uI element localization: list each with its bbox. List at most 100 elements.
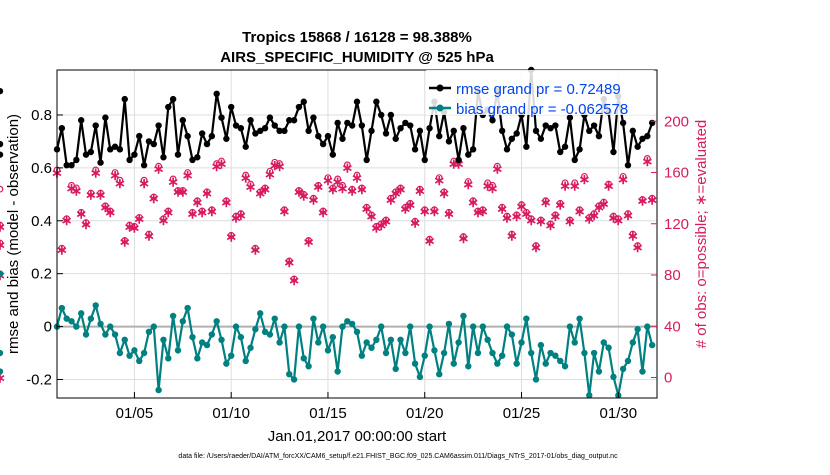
obs-possible-point [324, 174, 332, 182]
obs-evaluated-point: ∗ [574, 203, 586, 219]
bias-point [97, 320, 104, 328]
obs-evaluated-point: ∗ [220, 194, 232, 210]
obs-possible-point [101, 202, 109, 210]
bias-point [329, 333, 337, 341]
obs-possible-point [87, 189, 95, 197]
bias-point [242, 357, 249, 365]
obs-evaluated-point: ∗ [627, 227, 639, 243]
bias-point [445, 320, 453, 328]
obs-evaluated-point: ∗ [414, 182, 426, 198]
rmse-point [489, 117, 496, 124]
rmse-point [0, 140, 4, 148]
obs-possible-point [116, 176, 124, 184]
rmse-point [189, 156, 196, 164]
bias-point [377, 323, 385, 330]
obs-possible-point [251, 244, 259, 252]
obs-possible-point [600, 198, 608, 206]
obs-possible-point [469, 197, 477, 205]
obs-possible-point [648, 194, 656, 202]
bias-point [324, 347, 332, 354]
obs-evaluated-point: ∗ [419, 203, 431, 219]
x-tick-label: 01/10 [212, 405, 250, 422]
bias-point [503, 323, 511, 330]
rmse-point [421, 156, 428, 164]
chart-title: Tropics 15868 / 16128 = 98.388% [242, 29, 472, 46]
bias-point [450, 360, 457, 367]
rmse-point [566, 114, 574, 121]
obs-possible-point [421, 206, 429, 214]
obs-evaluated-point: ∗ [608, 209, 620, 225]
bias-point [571, 339, 578, 346]
bias-point [281, 323, 288, 330]
rmse-point [634, 143, 641, 150]
y-right-tick-label: 160 [664, 165, 689, 182]
bias-point [339, 323, 346, 330]
obs-evaluated-point: ∗ [75, 206, 87, 222]
rmse-point [324, 132, 332, 140]
bias-point [455, 339, 462, 346]
obs-evaluated-point: ∗ [467, 194, 479, 210]
obs-evaluated-point: ∗ [143, 227, 155, 243]
bias-point [407, 323, 414, 330]
y-right-tick-label: 80 [664, 267, 681, 284]
obs-evaluated-point: ∗ [564, 213, 576, 229]
bias-point [194, 355, 201, 362]
obs-evaluated-point: ∗ [225, 229, 237, 245]
bias-point [87, 315, 95, 322]
rmse-point [0, 87, 4, 95]
y-right-tick-label: 0 [664, 370, 672, 387]
obs-possible-point [595, 202, 603, 210]
rmse-point [629, 127, 637, 135]
obs-possible-point [556, 199, 564, 207]
obs-possible-point [532, 242, 540, 249]
rmse-point [557, 148, 564, 156]
obs-evaluated-point: ∗ [646, 191, 658, 207]
rmse-point [436, 132, 443, 140]
x-tick-label: 01/15 [309, 405, 347, 422]
rmse-point [382, 130, 390, 137]
bias-point [421, 352, 428, 359]
obs-evaluated-point: ∗ [520, 206, 532, 222]
rmse-point [368, 127, 375, 135]
bias-point [165, 355, 172, 362]
obs-possible-point [97, 189, 104, 197]
bias-point [126, 352, 133, 359]
obs-possible-point [382, 216, 390, 224]
rmse-point [0, 151, 4, 158]
bias-point [363, 339, 370, 346]
obs-evaluated-point: ∗ [588, 207, 600, 223]
bias-point [237, 333, 245, 341]
y-left-tick-label: 0.8 [31, 107, 52, 124]
rmse-point [247, 117, 254, 124]
bias-point [353, 328, 361, 336]
obs-possible-point [440, 188, 448, 196]
obs-possible-point [576, 206, 583, 214]
obs-possible-point [566, 216, 574, 224]
bias-point [600, 339, 607, 346]
y-axis-right-label: # of obs: o=possible; ∗=evaluated [693, 120, 710, 349]
bias-point [334, 368, 341, 375]
obs-possible-point [310, 194, 317, 202]
rmse-point [377, 111, 385, 119]
bias-point [581, 349, 588, 357]
rmse-point [290, 117, 298, 124]
bias-point [276, 339, 283, 346]
bias-point [590, 349, 598, 357]
bias-point [77, 310, 85, 317]
obs-possible-point [198, 207, 206, 215]
obs-evaluated-point: ∗ [56, 241, 68, 257]
rmse-point [174, 151, 182, 158]
rmse-point [450, 127, 457, 135]
obs-evaluated-point: ∗ [370, 220, 382, 236]
bias-point [494, 360, 501, 367]
obs-possible-point [222, 197, 230, 205]
obs-evaluated-point: ∗ [124, 218, 136, 234]
bias-point [561, 363, 569, 370]
bias-point [518, 339, 525, 346]
obs-evaluated-point: ∗ [303, 234, 315, 250]
obs-evaluated-point: ∗ [366, 208, 378, 224]
obs-possible-point [0, 239, 4, 247]
legend-background [426, 70, 654, 115]
obs-possible-point [339, 181, 346, 189]
obs-possible-point [314, 181, 322, 189]
